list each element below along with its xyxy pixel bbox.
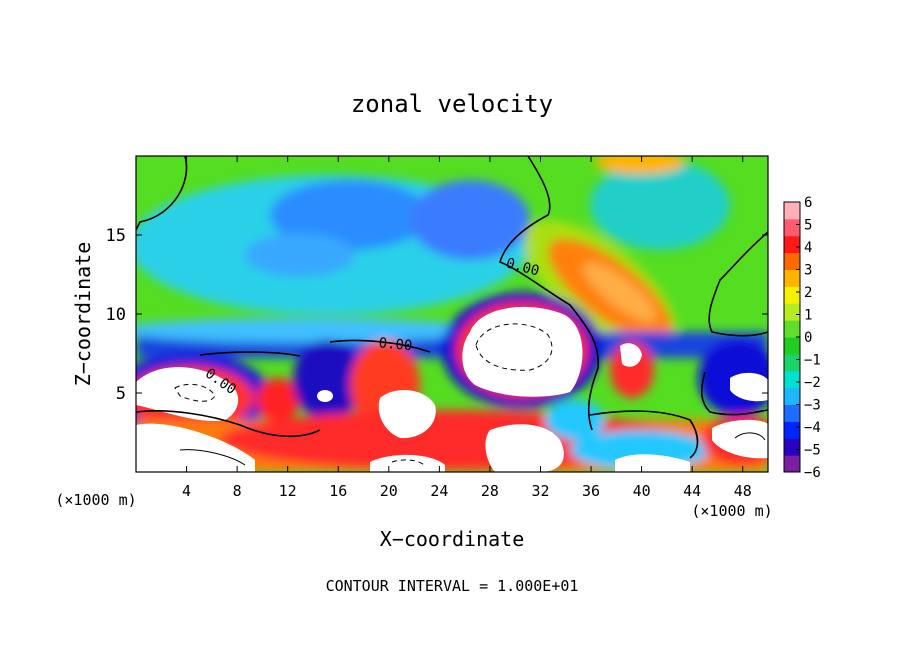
white-right — [712, 419, 768, 459]
colorbar-swatch — [784, 387, 800, 405]
blob-right-cyan — [590, 160, 730, 250]
chart-title: zonal velocity — [351, 90, 553, 118]
white-left — [136, 367, 239, 422]
colorbar-tick-label: 3 — [804, 263, 812, 279]
colorbar-tick-label: −3 — [804, 398, 821, 414]
contour-label: 0.00 — [378, 335, 413, 354]
x-axis-label: X−coordinate — [380, 527, 525, 551]
blob-blue-15 — [293, 340, 363, 420]
colorbar-tick-label: −4 — [804, 420, 821, 436]
blob-upper-blue-1 — [270, 180, 430, 250]
colorbar-tick-label: −1 — [804, 353, 821, 369]
blob-upper-blue-2 — [410, 180, 530, 260]
zero-contours — [136, 156, 768, 459]
white-bottom-38 — [615, 454, 690, 472]
heatmap-field — [136, 156, 768, 472]
colorbar-swatch — [784, 404, 800, 422]
y-tick-label: 10 — [106, 305, 126, 325]
white-right-upper — [730, 372, 768, 402]
y-tick-label: 5 — [116, 384, 126, 404]
white-18 — [378, 389, 436, 439]
colorbar-swatch — [784, 202, 800, 220]
blob-cyan-band — [136, 318, 480, 342]
colorbar: 6 5 4 3 2 1 0 −1 −2 −3 −4 −5 −6 — [783, 195, 821, 481]
x-tick-label: 20 — [380, 482, 398, 500]
x-tick-label: 12 — [279, 482, 297, 500]
x-tick-label: 40 — [633, 482, 651, 500]
colorbar-swatch — [784, 252, 800, 270]
colorbar-swatch — [784, 218, 800, 237]
x-tick-label: 4 — [182, 482, 191, 500]
white-bottom-left — [136, 423, 255, 472]
colorbar-swatch — [784, 370, 800, 389]
x-tick-label: 8 — [233, 482, 242, 500]
y-axis: 5 10 15 — [106, 226, 768, 404]
colorbar-swatch — [784, 455, 800, 473]
colorbar-tick-label: 4 — [804, 240, 812, 256]
colorbar-tick-label: 5 — [804, 218, 812, 234]
blob-red-39 — [610, 342, 654, 398]
blob-yellow-ring — [523, 220, 677, 350]
colorbar-swatch — [784, 235, 800, 254]
colorbar-tick-label: −5 — [804, 443, 821, 459]
thin-contours — [179, 432, 766, 466]
x-tick-label: 36 — [582, 482, 600, 500]
x-tick-label: 24 — [430, 482, 448, 500]
x-axis: 4 8 12 16 20 24 28 32 36 40 44 48 — [182, 156, 752, 500]
blob-top-orange — [595, 156, 685, 174]
colorbar-tick-label: 2 — [804, 285, 812, 301]
y-axis-label: Z−coordinate — [71, 242, 95, 387]
x-tick-label: 32 — [531, 482, 549, 500]
colorbar-swatch — [784, 438, 800, 456]
x-unit-left: (×1000 m) — [55, 491, 136, 509]
colorbar-tick-label: 6 — [804, 195, 812, 211]
white-39 — [620, 343, 642, 367]
white-center — [462, 306, 583, 397]
white-15 — [317, 390, 333, 402]
x-tick-label: 28 — [481, 482, 499, 500]
colorbar-swatch — [784, 303, 800, 321]
blob-red-12 — [256, 378, 300, 422]
x-tick-label: 48 — [734, 482, 752, 500]
colorbar-swatch — [784, 269, 800, 287]
colorbar-tick-label: 0 — [804, 330, 812, 346]
colorbar-swatch — [784, 286, 800, 304]
colorbar-tick-label: −2 — [804, 375, 821, 391]
x-unit-right: (×1000 m) — [691, 502, 772, 520]
dashed-contours — [174, 323, 553, 467]
y-tick-label: 15 — [106, 226, 126, 246]
colorbar-tick-label: 1 — [804, 308, 812, 324]
colorbar-swatch — [784, 337, 800, 355]
x-tick-label: 16 — [329, 482, 347, 500]
colorbar-swatch — [784, 320, 800, 338]
white-30 — [485, 424, 564, 472]
contour-interval-footer: CONTOUR INTERVAL = 1.000E+01 — [326, 577, 579, 595]
colorbar-swatch — [784, 353, 800, 372]
colorbar-swatch — [784, 421, 800, 439]
blob-cyan-32 — [545, 400, 605, 440]
x-tick-label: 44 — [683, 482, 701, 500]
blob-upper-blue-3 — [245, 233, 355, 277]
colorbar-tick-label: −6 — [804, 465, 821, 481]
